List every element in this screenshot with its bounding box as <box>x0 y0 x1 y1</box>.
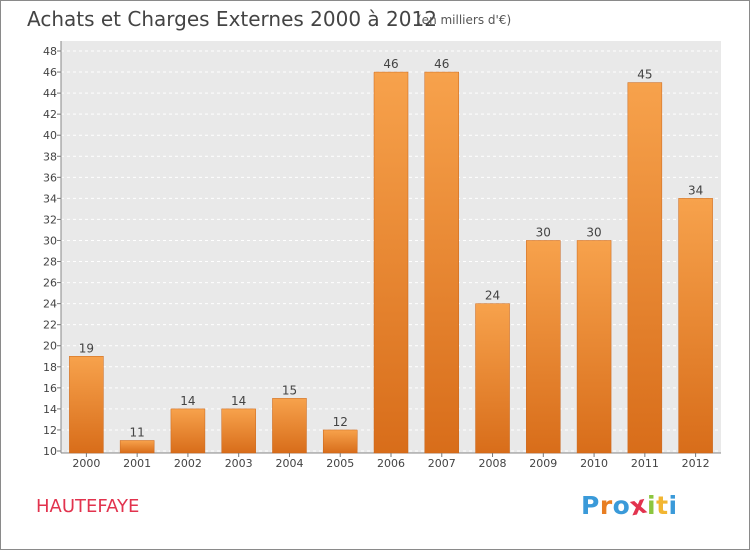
y-tick-label: 22 <box>43 319 57 332</box>
bar-value-label: 46 <box>383 57 398 71</box>
x-tick-label: 2003 <box>225 457 253 470</box>
chart-subtitle: (en milliers d'€) <box>417 13 512 27</box>
city-name: HAUTEFAYE <box>36 496 140 517</box>
bar-value-label: 30 <box>586 225 601 239</box>
logo-letter: i <box>668 491 678 520</box>
bar-value-label: 14 <box>231 394 246 408</box>
bar-value-label: 19 <box>79 341 94 355</box>
bar <box>373 71 409 454</box>
y-tick-label: 28 <box>43 256 57 269</box>
y-tick-label: 24 <box>43 298 57 311</box>
y-tick-label: 38 <box>43 150 57 163</box>
x-tick-label: 2008 <box>479 457 507 470</box>
bar-value-label: 11 <box>130 425 145 439</box>
proxiti-logo: Proxiti <box>581 490 678 522</box>
y-tick-label: 18 <box>43 361 57 374</box>
x-tick-label: 2005 <box>326 457 354 470</box>
bar <box>678 198 713 454</box>
bar <box>119 440 155 454</box>
x-tick-label: 2001 <box>123 457 151 470</box>
bar-value-label: 30 <box>536 225 551 239</box>
y-tick-label: 30 <box>43 234 57 247</box>
y-tick-label: 34 <box>43 192 57 205</box>
bar <box>221 408 256 454</box>
x-tick-label: 2012 <box>682 457 710 470</box>
y-tick-label: 26 <box>43 277 57 290</box>
bar <box>526 240 561 454</box>
bar <box>272 398 307 454</box>
bar-value-label: 12 <box>333 415 348 429</box>
bar-value-label: 46 <box>434 57 449 71</box>
x-tick-label: 2006 <box>377 457 405 470</box>
bar-value-label: 14 <box>180 394 195 408</box>
y-tick-label: 40 <box>43 129 57 142</box>
x-tick-label: 2004 <box>275 457 303 470</box>
chart-title: Achats et Charges Externes 2000 à 2012 <box>27 7 437 31</box>
bar <box>170 408 206 454</box>
x-tick-label: 2010 <box>580 457 608 470</box>
logo-letter: t <box>656 491 669 520</box>
logo-letter: r <box>599 491 613 520</box>
y-tick-label: 14 <box>43 403 57 416</box>
y-tick-label: 46 <box>43 66 57 79</box>
y-tick-label: 20 <box>43 340 57 353</box>
y-tick-label: 36 <box>43 171 57 184</box>
y-tick-label: 44 <box>43 87 57 100</box>
y-tick-label: 42 <box>43 108 57 121</box>
bar <box>424 71 460 454</box>
x-tick-label: 2011 <box>631 457 659 470</box>
y-tick-label: 12 <box>43 424 57 437</box>
x-tick-label: 2007 <box>428 457 456 470</box>
bar <box>475 303 510 454</box>
x-tick-label: 2009 <box>529 457 557 470</box>
bar <box>322 429 358 454</box>
logo-letter: P <box>581 491 600 520</box>
x-tick-label: 2002 <box>174 457 202 470</box>
y-tick-label: 32 <box>43 213 57 226</box>
bar-value-label: 34 <box>688 183 703 197</box>
bar-value-label: 45 <box>637 68 652 82</box>
logo-letter: i <box>647 491 657 520</box>
bar <box>576 240 612 454</box>
bar <box>627 82 663 454</box>
x-tick-label: 2000 <box>72 457 100 470</box>
bar <box>69 356 104 454</box>
y-tick-label: 48 <box>43 45 57 58</box>
bar-value-label: 24 <box>485 289 500 303</box>
y-tick-label: 10 <box>43 445 57 458</box>
y-tick-label: 16 <box>43 382 57 395</box>
logo-letter: o <box>612 491 631 520</box>
bar-value-label: 15 <box>282 383 297 397</box>
